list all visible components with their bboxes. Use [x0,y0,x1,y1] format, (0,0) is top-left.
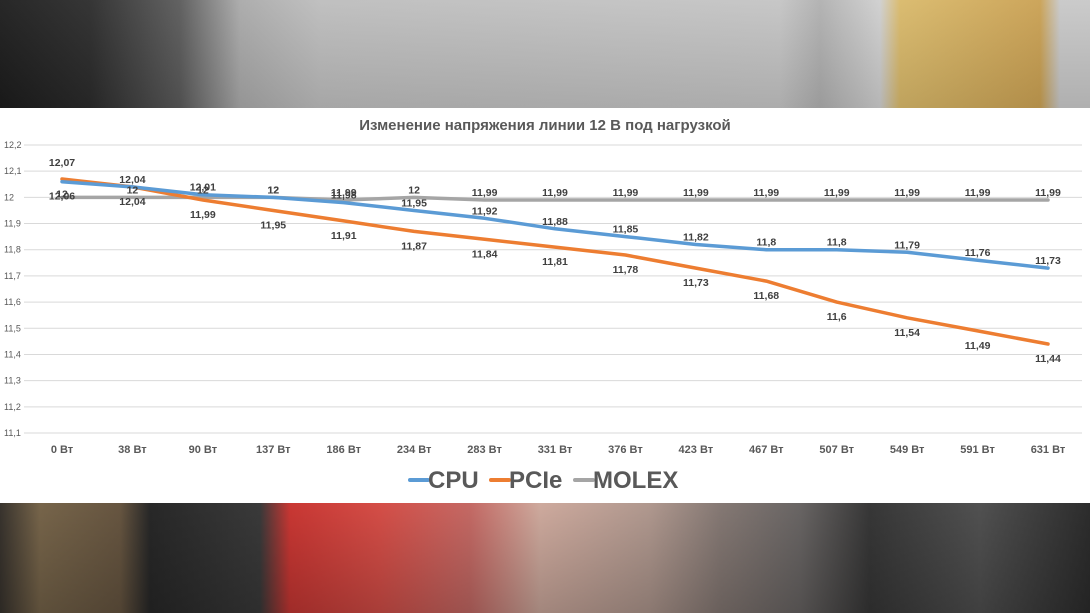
data-label-cpu: 11,73 [1035,255,1061,267]
data-label-pcie: 11,87 [401,240,427,252]
data-label-pcie: 11,84 [472,248,498,260]
x-tick-label: 283 Вт [467,444,502,456]
y-tick-label: 12,1 [4,166,22,176]
data-label-cpu: 11,8 [827,237,847,249]
data-label-cpu: 12,01 [190,182,216,194]
y-tick-label: 11,4 [4,349,21,359]
data-label-molex: 12 [197,184,209,196]
data-label-molex: 11,99 [753,187,779,199]
data-label-molex: 12 [408,184,420,196]
x-tick-label: 376 Вт [608,444,643,456]
video-background-bottom [0,503,1090,613]
data-label-cpu: 11,88 [542,216,568,228]
x-tick-label: 631 Вт [1031,444,1066,456]
data-label-cpu: 12 [267,184,279,196]
data-label-cpu: 11,79 [894,239,920,251]
x-axis-ticks: 0 Вт 38 Вт 90 Вт 137 Вт 186 Вт 234 Вт 283 Вт 33… [51,444,1066,456]
x-tick-label: 38 Вт [118,444,147,456]
data-label-molex: 11,99 [331,187,357,199]
data-label-molex: 11,99 [683,187,709,199]
x-tick-label: 234 Вт [397,444,432,456]
x-tick-label: 331 Вт [538,444,573,456]
series-line-pcie [60,177,1050,346]
data-label-cpu: 12,06 [49,191,75,203]
data-label-pcie: 11,6 [827,311,847,323]
legend: CPU PCIe MOLEX [408,467,678,494]
data-label-molex: 11,99 [542,187,568,199]
x-tick-label: 186 Вт [326,444,361,456]
x-tick-label: 549 Вт [890,444,925,456]
y-tick-label: 12 [4,192,14,202]
data-label-cpu: 11,92 [472,205,498,217]
legend-label-cpu: CPU [428,467,479,494]
y-axis-ticks: 12,2 12,1 12 11,9 11,8 11,7 11,6 11,5 11,4 11,3 11… [4,140,22,438]
line-chart: 12,2 12,1 12 11,9 11,8 11,7 11,6 11,5 11,4 11,3 11… [4,140,1082,494]
data-label-cpu: 11,98 [331,190,357,202]
data-label-molex: 12 [127,184,139,196]
data-label-pcie: 11,99 [190,209,216,221]
data-label-pcie: 11,91 [331,230,357,242]
data-label-molex: 11,99 [1035,187,1061,199]
data-label-pcie: 12,04 [119,196,145,208]
chart-title: Изменение напряжения линии 12 В под нагр… [359,117,731,134]
data-label-molex: 11,99 [824,187,850,199]
series-line-cpu [60,179,1050,270]
data-label-molex: 11,99 [613,187,639,199]
data-label-pcie: 11,44 [1035,353,1061,365]
y-tick-label: 11,7 [4,271,21,281]
data-label-pcie: 11,81 [542,256,568,268]
data-label-pcie: 11,68 [753,290,779,302]
series-line-molex [60,195,1050,202]
y-tick-label: 11,3 [4,376,21,386]
data-label-cpu: 11,85 [613,224,639,236]
x-tick-label: 507 Вт [819,444,854,456]
x-tick-label: 467 Вт [749,444,784,456]
data-label-pcie: 11,73 [683,277,709,289]
data-label-molex: 11,99 [894,187,920,199]
legend-label-pcie: PCIe [509,467,562,494]
data-label-molex: 12 [56,188,68,200]
y-tick-label: 12,2 [4,140,22,150]
y-tick-label: 11,2 [4,402,21,412]
data-label-cpu: 11,8 [756,237,776,249]
x-tick-label: 137 Вт [256,444,291,456]
data-label-pcie: 11,95 [260,219,286,231]
legend-label-molex: MOLEX [593,467,678,494]
y-tick-label: 11,6 [4,297,21,307]
video-background-top [0,0,1090,108]
data-label-cpu: 11,95 [401,197,427,209]
data-label-molex: 11,99 [472,187,498,199]
y-tick-label: 11,8 [4,245,21,255]
y-tick-label: 11,9 [4,219,21,229]
data-label-molex: 11,99 [965,187,991,199]
chart-panel: Изменение напряжения линии 12 В под нагр… [0,108,1090,503]
data-label-pcie: 11,78 [613,264,639,276]
y-tick-label: 11,1 [4,428,21,438]
gridlines [24,144,1082,434]
x-tick-label: 90 Вт [189,444,218,456]
x-tick-label: 423 Вт [679,444,714,456]
series-lines [60,177,1050,346]
y-tick-label: 11,5 [4,323,21,333]
data-label-cpu: 11,76 [965,247,991,259]
data-label-cpu: 12,04 [119,174,145,186]
data-label-molex: 12 [267,184,279,196]
x-tick-label: 0 Вт [51,444,74,456]
data-label-pcie: 11,49 [965,340,991,352]
data-label-pcie: 11,54 [894,327,920,339]
data-label-cpu: 11,82 [683,231,709,243]
data-label-pcie: 12,07 [49,157,75,169]
x-tick-label: 591 Вт [960,444,995,456]
